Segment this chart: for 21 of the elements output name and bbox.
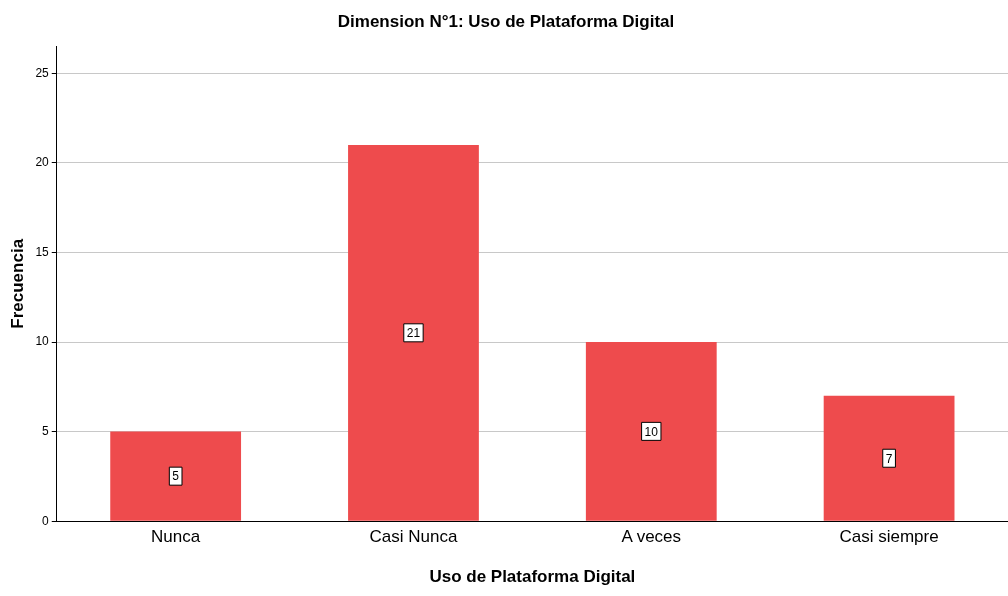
x-tick-label: Casi siempre	[839, 527, 939, 547]
y-tick-label: 20	[35, 155, 50, 170]
x-tick-label: A veces	[621, 527, 682, 547]
x-tick-label: Casi Nunca	[369, 527, 458, 547]
y-tick-label: 15	[35, 244, 50, 259]
bar	[823, 395, 955, 521]
y-tick-label: 10	[35, 334, 50, 349]
bar	[110, 431, 242, 521]
bar	[348, 144, 479, 521]
y-axis-title: Frecuencia	[7, 238, 27, 329]
y-tick-label: 5	[42, 423, 50, 438]
y-tick-label: 0	[42, 513, 50, 528]
data-label: 10	[644, 424, 659, 439]
data-label: 21	[406, 326, 421, 341]
x-axis-title: Uso de Plataforma Digital	[429, 567, 636, 587]
data-label: 5	[172, 469, 180, 484]
bar	[585, 342, 717, 521]
y-tick-label: 25	[35, 65, 50, 80]
x-tick-label: Nunca	[151, 527, 201, 547]
chart-title: Dimension N°1: Uso de Plataforma Digital	[337, 11, 675, 31]
data-label: 7	[885, 451, 893, 466]
